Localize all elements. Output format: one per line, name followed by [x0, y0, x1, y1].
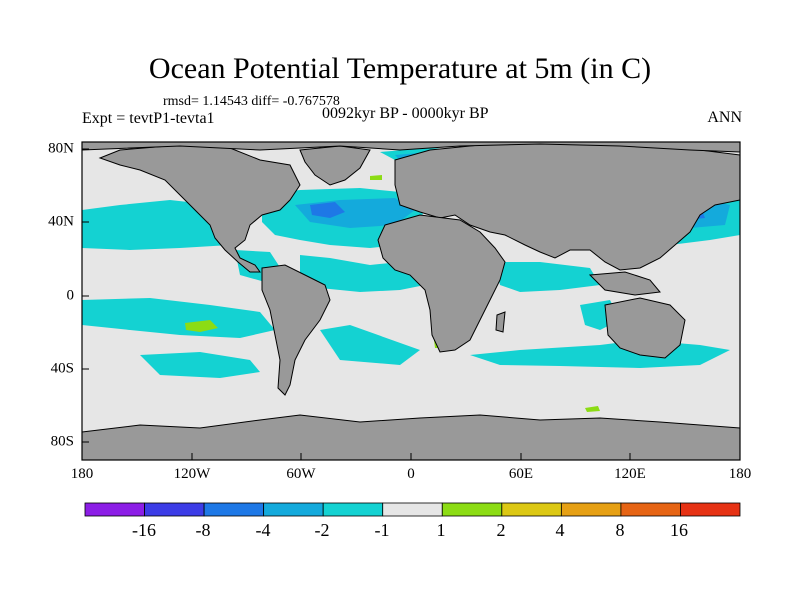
colorbar — [84, 502, 741, 517]
lat-label: 40N — [48, 213, 74, 230]
colorbar-label: 1 — [436, 520, 446, 540]
colorbar-box — [263, 502, 324, 517]
colorbar-label: 16 — [670, 520, 688, 540]
southern-ocean-cyan-a — [140, 352, 260, 378]
madagascar — [495, 311, 506, 333]
lon-label: 60E — [508, 466, 534, 482]
lon-label: 180 — [70, 466, 94, 482]
colorbar-box — [620, 502, 681, 517]
australia — [604, 297, 686, 359]
experiment-label: Expt = tevtP1-tevta1 — [82, 110, 215, 127]
season-label: ANN — [707, 109, 742, 126]
colorbar-label: -8 — [195, 520, 211, 540]
colorbar-box — [501, 502, 562, 517]
colorbar-label: 2 — [496, 520, 506, 540]
colorbar-label: -1 — [374, 520, 390, 540]
colorbar-label: 4 — [555, 520, 565, 540]
colorbar-box — [680, 502, 741, 517]
colorbar-box — [322, 502, 384, 517]
lat-label: 80N — [48, 140, 74, 157]
lon-label: 180 — [728, 466, 752, 482]
colorbar-label: -2 — [314, 520, 330, 540]
colorbar-box — [144, 502, 205, 517]
south-america — [261, 264, 331, 396]
colorbar-box — [441, 502, 503, 517]
southern-ocean-cyan-b — [320, 325, 420, 365]
lat-label: 80S — [50, 433, 74, 450]
southern-ocean-green — [585, 406, 600, 412]
colorbar-label: 8 — [615, 520, 625, 540]
rmsd-diff-stats: rmsd= 1.14543 diff= -0.767578 — [163, 94, 340, 109]
africa — [377, 214, 506, 353]
colorbar-label: -16 — [132, 520, 156, 540]
lon-label: 0 — [407, 466, 415, 482]
x-axis-ticks — [81, 453, 741, 460]
arctic-cap — [82, 142, 740, 153]
colorbar-box — [560, 502, 622, 517]
greenland — [299, 145, 371, 186]
y-axis-ticks — [82, 148, 89, 443]
lat-label: 40S — [50, 360, 74, 377]
colorbar-label: -4 — [255, 520, 271, 540]
colorbar-box — [382, 502, 443, 517]
lat-label: 0 — [66, 287, 75, 304]
land-masses — [82, 142, 740, 460]
north-america — [98, 144, 301, 273]
lon-label: 120E — [614, 466, 646, 482]
lon-label: 120W — [173, 466, 211, 482]
lon-label: 60W — [286, 466, 316, 482]
indian-ocean-cyan — [495, 262, 600, 292]
map-field — [82, 142, 740, 460]
south-pacific-cyan — [82, 298, 275, 338]
south-pacific-green — [185, 320, 218, 332]
southeast-asia-islands — [588, 271, 661, 296]
labrador-sea-blue — [310, 202, 345, 218]
colorbar-box — [203, 502, 265, 517]
arctic-green — [370, 175, 382, 180]
colorbar-box — [84, 502, 145, 517]
period-label: 0092kyr BP - 0000kyr BP — [322, 105, 489, 122]
antarctica — [82, 414, 740, 460]
map-title: Ocean Potential Temperature at 5m (in C) — [148, 52, 652, 85]
